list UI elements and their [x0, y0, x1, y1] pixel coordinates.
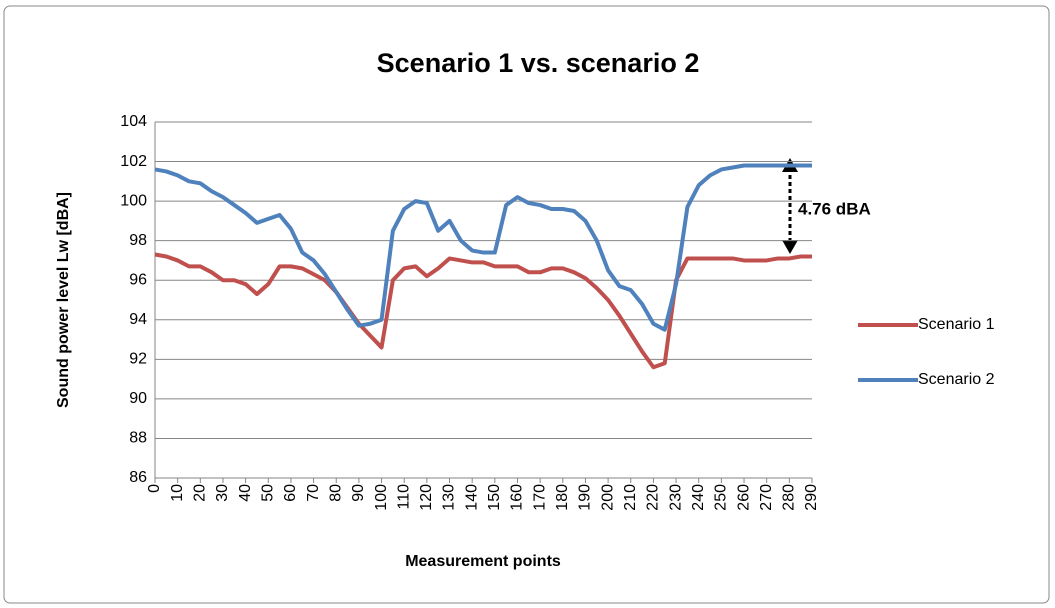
x-tick-label: 10 — [169, 484, 186, 502]
x-tick-label: 0 — [146, 484, 163, 493]
x-tick-label: 140 — [463, 484, 480, 511]
y-axis-title: Sound power level Lw [dBA] — [55, 192, 72, 408]
x-tick-label: 220 — [645, 484, 662, 511]
y-tick-label: 90 — [129, 390, 147, 407]
x-tick-label: 270 — [758, 484, 775, 511]
x-tick-label: 280 — [781, 484, 798, 511]
y-tick-label: 94 — [129, 311, 147, 328]
x-tick-label: 230 — [667, 484, 684, 511]
x-tick-label: 20 — [192, 484, 209, 502]
x-tick-label: 90 — [350, 484, 367, 502]
series-line — [154, 252, 812, 370]
series-line — [154, 163, 812, 332]
y-tick-label: 96 — [129, 271, 147, 288]
x-tick-label: 170 — [531, 484, 548, 511]
y-tick-label: 102 — [120, 153, 147, 170]
x-tick-label: 190 — [577, 484, 594, 511]
y-tick-label: 100 — [120, 192, 147, 209]
x-tick-label: 60 — [282, 484, 299, 502]
x-tick-label: 70 — [305, 484, 322, 502]
x-tick-label: 130 — [441, 484, 458, 511]
x-tick-label: 180 — [554, 484, 571, 511]
y-tick-label: 92 — [129, 351, 147, 368]
x-tick-label: 100 — [373, 484, 390, 511]
x-tick-label: 160 — [509, 484, 526, 511]
x-tick-label: 210 — [622, 484, 639, 511]
x-tick-label: 240 — [690, 484, 707, 511]
x-tick-label: 200 — [599, 484, 616, 511]
y-tick-label: 88 — [129, 430, 147, 447]
legend-label: Scenario 1 — [918, 316, 995, 333]
x-tick-label: 120 — [418, 484, 435, 511]
y-tick-label: 98 — [129, 232, 147, 249]
x-tick-label: 290 — [803, 484, 820, 511]
x-tick-label: 30 — [214, 484, 231, 502]
x-axis-title: Measurement points — [405, 553, 561, 570]
annotation: 4.76 dBA — [798, 199, 871, 218]
x-tick-label: 260 — [735, 484, 752, 511]
x-tick-label: 80 — [327, 484, 344, 502]
x-tick-label: 110 — [395, 484, 412, 510]
x-tick-label: 250 — [713, 484, 730, 511]
chart-frame — [3, 5, 1050, 604]
y-tick-label: 86 — [129, 469, 147, 486]
x-tick-label: 50 — [259, 484, 276, 502]
y-tick-label: 104 — [120, 113, 147, 130]
x-tick-label: 40 — [237, 484, 254, 502]
x-tick-label: 150 — [486, 484, 503, 511]
legend-label: Scenario 2 — [918, 371, 995, 388]
chart-title: Scenario 1 vs. scenario 2 — [377, 48, 700, 78]
